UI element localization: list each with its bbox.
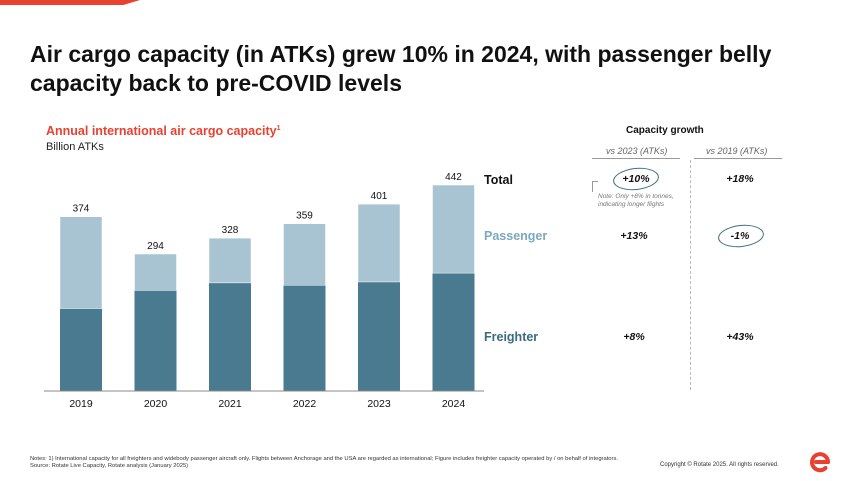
x-tick-2019: 2019 <box>69 398 93 410</box>
series-label-freighter: Freighter <box>484 330 539 344</box>
chart-title-text: Annual international air cargo capacity <box>46 124 277 138</box>
accent-bar <box>0 0 140 5</box>
bar-freighter-2021 <box>209 282 251 391</box>
bar-freighter-2024 <box>432 273 475 391</box>
bar-freighter-2020 <box>134 290 177 391</box>
x-tick-2024: 2024 <box>442 398 466 410</box>
bar-freighter-2019 <box>60 308 102 391</box>
total-label-2019: 374 <box>73 204 90 215</box>
bar-passenger-2019 <box>59 216 103 309</box>
bar-freighter-2023 <box>358 281 400 391</box>
growth-total-vs-2019: +18% <box>726 173 754 185</box>
chart-title-footnote: 1 <box>276 124 281 132</box>
series-label-passenger: Passenger <box>484 229 548 243</box>
bar-passenger-2024 <box>432 184 475 274</box>
chart-title: Annual international air cargo capacity1 <box>46 124 281 138</box>
bar-passenger-2023 <box>357 203 401 283</box>
series-label-total: Total <box>484 173 513 187</box>
capacity-growth-col1-header: vs 2023 (ATKs) <box>606 146 668 156</box>
capacity-growth-title: Capacity growth <box>626 125 704 136</box>
col2-header-rule <box>694 158 782 159</box>
footnote: Notes: 1) International capacity for all… <box>30 456 618 469</box>
bar-passenger-2022 <box>283 223 326 286</box>
x-tick-2021: 2021 <box>218 398 242 410</box>
note-bracket <box>592 181 598 192</box>
growth-freighter-vs-2019: +43% <box>726 331 754 343</box>
growth-freighter-vs-2023: +8% <box>623 331 645 343</box>
total-label-2020: 294 <box>147 241 164 252</box>
col1-header-rule <box>592 158 680 159</box>
tonnes-note: Note: Only +8% in tonnes, indicating lon… <box>598 193 674 208</box>
chart-unit-label: Billion ATKs <box>46 141 104 153</box>
total-label-2021: 328 <box>222 225 239 236</box>
x-tick-2023: 2023 <box>367 398 391 410</box>
bar-passenger-2020 <box>134 253 177 291</box>
column-divider <box>690 160 691 390</box>
rotate-logo <box>810 452 830 473</box>
total-label-2023: 401 <box>371 191 388 202</box>
growth-total-vs-2023: +10% <box>622 173 650 185</box>
copyright: Copyright © Rotate 2025. All rights rese… <box>660 462 779 468</box>
bar-freighter-2022 <box>283 285 326 391</box>
x-tick-2020: 2020 <box>144 398 168 410</box>
capacity-growth-col2-header: vs 2019 (ATKs) <box>706 146 768 156</box>
slide-title: Air cargo capacity (in ATKs) grew 10% in… <box>30 41 772 96</box>
growth-passenger-vs-2019: -1% <box>730 230 750 242</box>
total-label-2024: 442 <box>445 172 462 183</box>
bar-passenger-2021 <box>208 237 252 284</box>
total-label-2022: 359 <box>296 211 313 222</box>
growth-passenger-vs-2023: +13% <box>620 230 648 242</box>
x-tick-2022: 2022 <box>293 398 317 410</box>
